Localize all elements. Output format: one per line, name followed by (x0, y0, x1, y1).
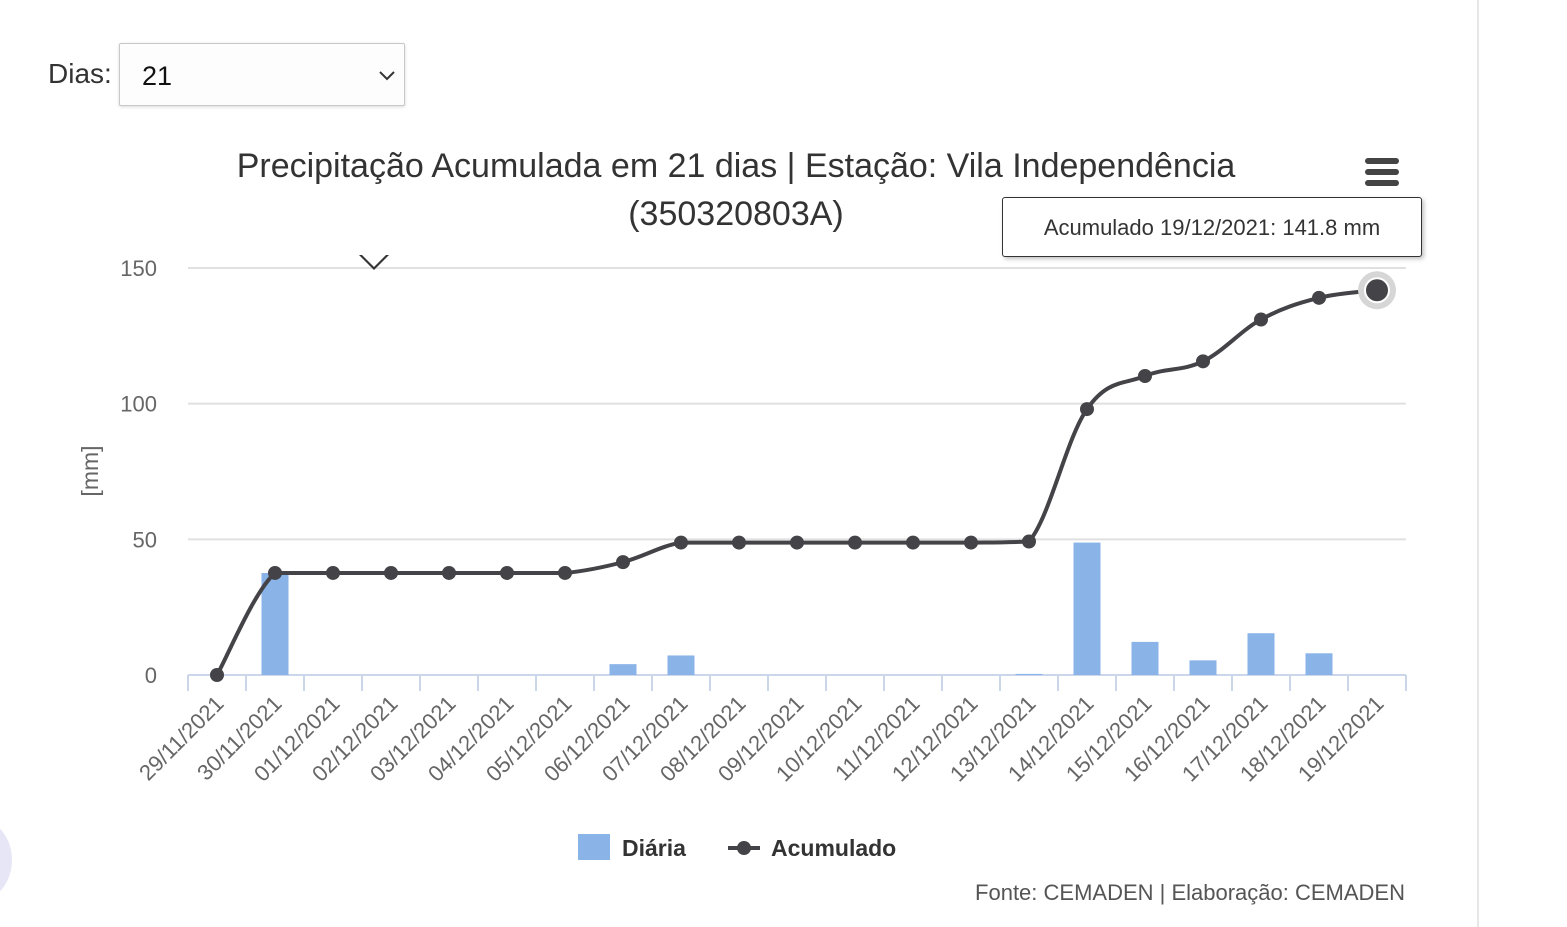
line-acumulado (215, 288, 1378, 676)
point-acumulado (558, 565, 572, 580)
point-acumulado (442, 565, 456, 580)
point-acumulado (964, 535, 978, 550)
dias-label: Dias: (48, 58, 112, 89)
dias-select[interactable]: 21 (119, 43, 405, 106)
point-acumulado (848, 535, 862, 550)
y-tick-label: 50 (133, 527, 157, 552)
point-acumulado (326, 565, 340, 580)
bar-diaria (1073, 542, 1101, 675)
y-tick-label: 150 (120, 256, 157, 281)
point-acumulado (384, 565, 398, 580)
dias-select-value: 21 (142, 61, 173, 91)
bar-diaria (1189, 660, 1217, 675)
point-acumulado (616, 555, 630, 570)
point-acumulado (674, 535, 688, 550)
bar-diaria (1305, 653, 1333, 675)
y-tick-label: 100 (120, 392, 157, 417)
point-acumulado (210, 668, 224, 682)
bar-diaria (261, 572, 289, 675)
chart-title: Precipitação Acumulada em 21 dias | Esta… (186, 142, 1286, 238)
point-acumulado (906, 535, 920, 550)
page-divider (1477, 0, 1479, 927)
point-acumulado (1196, 354, 1210, 369)
point-acumulado (1254, 312, 1268, 327)
point-acumulado (268, 565, 282, 580)
point-acumulado-hover (1364, 277, 1390, 304)
legend-swatch-diaria (578, 834, 610, 860)
bar-series-diaria (261, 542, 1333, 675)
bar-diaria (609, 664, 637, 675)
chart-title-line-2: (350320803A) (628, 195, 844, 233)
x-axis (187, 674, 1407, 691)
point-acumulado (732, 535, 746, 550)
y-axis-label: [mm] (77, 445, 103, 496)
y-tick-label: 0 (145, 663, 157, 688)
chart-credits: Fonte: CEMADEN | Elaboração: CEMADEN (975, 880, 1405, 905)
line-series-acumulado (210, 271, 1396, 682)
bar-diaria (1247, 633, 1275, 675)
grid-lines (188, 267, 1406, 541)
legend-label-acumulado: Acumulado (771, 835, 897, 861)
bar-diaria (1131, 641, 1159, 675)
y-axis-ticks: 0 50 100 150 (120, 256, 157, 688)
tooltip: Acumulado 19/12/2021: 141.8 mm (1002, 197, 1422, 257)
point-acumulado (500, 565, 514, 580)
bar-diaria (1015, 673, 1043, 675)
point-acumulado (1080, 402, 1094, 417)
point-acumulado (1022, 534, 1036, 549)
chart-menu-button[interactable] (1363, 156, 1403, 190)
point-acumulado (1312, 290, 1326, 305)
point-acumulado (1138, 368, 1152, 383)
chart-title-line-1: Precipitação Acumulada em 21 dias | Esta… (236, 147, 1236, 185)
x-axis-tick-labels: 29/11/202130/11/202101/12/202102/12/2021… (134, 691, 1388, 787)
point-acumulado (790, 535, 804, 550)
bar-diaria (667, 655, 695, 675)
legend-swatch-acumulado (728, 841, 760, 855)
tooltip-pointer-inner (361, 254, 387, 267)
tooltip-text: Acumulado 19/12/2021: 141.8 mm (1043, 215, 1381, 240)
chevron-down-icon (379, 71, 395, 81)
legend-label-diaria: Diária (622, 835, 686, 861)
